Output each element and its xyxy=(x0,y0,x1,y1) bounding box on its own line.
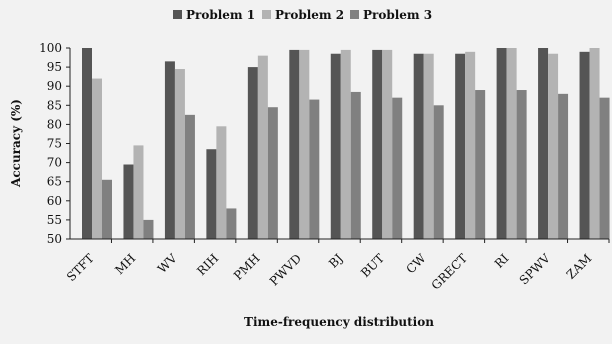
y-tick-label: 85 xyxy=(47,98,62,112)
bar xyxy=(184,114,195,239)
bar xyxy=(455,53,466,240)
bar xyxy=(382,49,393,239)
legend-label: Problem 2 xyxy=(275,8,344,22)
y-tick-label: 55 xyxy=(47,213,62,227)
x-tick-label: WV xyxy=(155,251,180,276)
y-tick-label: 70 xyxy=(47,156,62,170)
bar xyxy=(475,90,486,240)
bar xyxy=(340,49,351,239)
bar xyxy=(174,69,185,239)
y-tick-label: 60 xyxy=(47,194,62,208)
x-tick-label: PMH xyxy=(231,251,263,283)
x-tick-label: MH xyxy=(112,251,138,277)
x-tick-label: PWVD xyxy=(267,251,304,288)
bar xyxy=(538,48,549,239)
legend-label: Problem 3 xyxy=(363,8,432,22)
bar xyxy=(299,49,310,239)
y-tick-label: 50 xyxy=(47,232,62,246)
legend-label: Problem 1 xyxy=(186,8,255,22)
bar xyxy=(123,164,134,239)
bar xyxy=(164,61,175,240)
bar xyxy=(506,48,517,239)
bar xyxy=(330,53,341,240)
bar xyxy=(496,48,507,239)
bar xyxy=(309,99,320,239)
x-tick-label: GRECT xyxy=(429,251,470,292)
x-tick-label: SPWV xyxy=(517,251,554,288)
legend-swatch xyxy=(173,10,182,19)
bar xyxy=(247,67,258,239)
bar xyxy=(226,208,237,239)
bar xyxy=(206,149,217,239)
x-tick-label: BUT xyxy=(358,251,387,280)
x-axis: STFT MH WV RIH PMH PWVD BJ BUT CW GRECT RI SPWV ZAM xyxy=(64,238,610,293)
bar xyxy=(392,97,403,239)
bar xyxy=(372,49,383,239)
bar xyxy=(289,49,300,239)
x-tick-label: ZAM xyxy=(564,251,595,282)
y-tick-label: 100 xyxy=(39,41,62,55)
legend-swatch xyxy=(350,10,359,19)
bar xyxy=(465,51,476,239)
x-tick-label: CW xyxy=(403,251,429,277)
bar xyxy=(133,145,144,239)
bar xyxy=(516,90,527,240)
bar xyxy=(413,53,424,240)
y-tick-label: 80 xyxy=(47,117,62,131)
bar xyxy=(267,107,278,240)
x-axis-title: Time-frequency distribution xyxy=(244,315,434,329)
y-tick-label: 75 xyxy=(47,137,62,151)
bar xyxy=(92,78,102,239)
x-tick-label: BJ xyxy=(326,251,346,271)
bar xyxy=(599,97,610,239)
bar xyxy=(257,55,268,239)
bar xyxy=(423,53,434,240)
y-axis: 50 55 60 65 70 75 80 85 90 95 100 xyxy=(39,41,71,246)
bars xyxy=(82,48,610,240)
x-tick-label: RI xyxy=(492,251,512,271)
bar xyxy=(102,179,112,239)
y-axis-title: Accuracy (%) xyxy=(9,99,23,188)
y-tick-label: 90 xyxy=(47,79,62,93)
bar xyxy=(143,219,154,239)
bar xyxy=(216,126,227,239)
bar xyxy=(558,93,569,239)
x-tick-label: RIH xyxy=(194,251,221,278)
legend: Problem 1 Problem 2 Problem 3 xyxy=(173,8,432,22)
x-tick-label: STFT xyxy=(64,251,97,284)
bar xyxy=(579,51,590,239)
bar xyxy=(548,53,559,240)
y-tick-label: 95 xyxy=(47,60,62,74)
legend-swatch xyxy=(262,10,271,19)
y-tick-label: 65 xyxy=(47,175,62,189)
bar xyxy=(589,48,600,239)
bar xyxy=(350,91,361,240)
bar xyxy=(82,48,92,239)
bar xyxy=(433,105,444,239)
